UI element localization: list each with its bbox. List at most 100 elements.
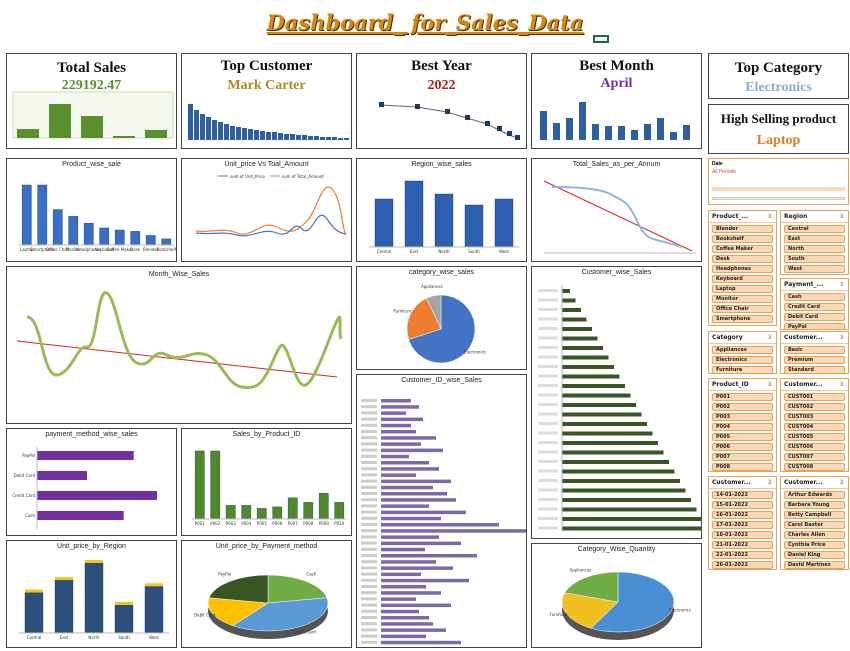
slicer-item[interactable]: Cash (784, 293, 845, 301)
kpi-high-selling[interactable]: High Selling product Laptop (708, 104, 849, 154)
slicer-item[interactable]: Office Chair (712, 305, 773, 313)
slicer-item[interactable]: CUST007 (784, 453, 845, 461)
slicer-4[interactable]: Customer... ⊻ Basic Premium Standard (780, 331, 849, 374)
kpi-best-year[interactable]: Best Year 2022 (356, 53, 527, 149)
chart-category-wise-sales[interactable]: category_wise_sales Electronics Furniture… (356, 266, 527, 370)
slicer-item[interactable]: 15-01-2022 (712, 501, 773, 509)
slicer-item[interactable]: PayPal (784, 323, 845, 329)
slicer-item[interactable]: Appliances (712, 346, 773, 354)
chart-unitprice-by-payment[interactable]: Unit_price_by_Payment_method Cash Credit … (181, 540, 352, 648)
slicer-item[interactable]: Electronics (712, 356, 773, 364)
chart-month-wise-sales[interactable]: Month_Wise_Sales (6, 266, 352, 424)
slicer-item[interactable]: P001 (712, 393, 773, 401)
timeline-slicer[interactable]: Date All Periods (708, 158, 849, 205)
slicer-8[interactable]: Customer... ⊻ Arthur Edwards Barbara Young B… (780, 476, 849, 570)
filter-icon[interactable]: ⊻ (767, 382, 772, 388)
slicer-item[interactable]: Desk (712, 255, 773, 263)
chart-product-wise-sale[interactable]: Product_wise_sale Laptop Smartphone Office… (6, 158, 177, 262)
chart-sales-by-product-id[interactable]: Sales_by_Product_ID P001 P002 P003 P004 P005… (181, 428, 352, 536)
kpi-best-month[interactable]: Best Month April (531, 53, 702, 149)
slicer-item[interactable]: P006 (712, 443, 773, 451)
slicer-item[interactable]: 22-01-2022 (712, 551, 773, 559)
chart-customer-id-wise-sales[interactable]: Customer_ID_wise_Sales (356, 374, 527, 648)
slicer-item[interactable]: P007 (712, 453, 773, 461)
slicer-item[interactable]: Basic (784, 346, 845, 354)
slicer-item[interactable]: Monitor (712, 295, 773, 303)
slicer-item[interactable]: Arthur Edwards (784, 491, 845, 499)
slicer-item[interactable]: Bookshelf (712, 235, 773, 243)
filter-icon[interactable]: ⊻ (839, 214, 844, 220)
chart-region-wise-sales[interactable]: Region_wise_sales Central East North South W… (356, 158, 527, 262)
slicer-item[interactable]: CUST003 (784, 413, 845, 421)
bar (381, 461, 429, 465)
kpi-top-customer[interactable]: Top Customer Mark Carter (181, 53, 352, 149)
slicer-item[interactable]: CUST006 (784, 443, 845, 451)
slicer-item[interactable]: 26-01-2022 (712, 561, 773, 569)
slicer-6[interactable]: Customer... ⊻ CUST001 CUST002 CUST003 CUST004… (780, 378, 849, 472)
slicer-7[interactable]: Customer... ⊻ 14-01-2022 15-01-2022 16-01-20… (708, 476, 777, 570)
slicer-item[interactable]: Credit Card (784, 303, 845, 311)
filter-icon[interactable]: ⊻ (839, 480, 844, 486)
slicer-item[interactable]: 16-01-2022 (712, 511, 773, 519)
slicer-item[interactable]: CUST001 (784, 393, 845, 401)
slicer-item[interactable]: South (784, 255, 845, 263)
slicer-item[interactable]: CUST008 (784, 463, 845, 471)
timeline-scrollbar[interactable] (712, 197, 845, 200)
slicer-item[interactable]: Charles Allen (784, 531, 845, 539)
slicer-1[interactable]: Region ⊻ Central East North South West (780, 210, 849, 275)
slicer-item[interactable]: West (784, 265, 845, 273)
slicer-item[interactable]: Furniture (712, 366, 773, 373)
slicer-2[interactable]: Payment_... ⊻ Cash Credit Card Debit Card Pay… (780, 278, 849, 330)
slicer-item[interactable]: Laptop (712, 285, 773, 293)
slicer-item[interactable]: Keyboard (712, 275, 773, 283)
slicer-item[interactable]: North (784, 245, 845, 253)
slice-label: Appliances (421, 284, 443, 289)
slicer-item[interactable]: CUST004 (784, 423, 845, 431)
bar (562, 308, 581, 312)
slicer-item[interactable]: P003 (712, 413, 773, 421)
slicer-item[interactable]: P004 (712, 423, 773, 431)
chart-unitprice-vs-amount[interactable]: Unit_price Vs Toal_Amount sum of Unit_Pr… (181, 158, 352, 262)
filter-icon[interactable]: ⊻ (839, 382, 844, 388)
slicer-item[interactable]: Headphones (712, 265, 773, 273)
slicer-item[interactable]: Daniel King (784, 551, 845, 559)
slicer-item[interactable]: David Martinez (784, 561, 845, 569)
slicer-item[interactable]: CUST002 (784, 403, 845, 411)
slicer-item[interactable]: Premium (784, 356, 845, 364)
slicer-item[interactable]: Barbara Young (784, 501, 845, 509)
slicer-item[interactable]: 17-01-2022 (712, 521, 773, 529)
filter-icon[interactable]: ⊻ (767, 214, 772, 220)
filter-icon[interactable]: ⊻ (839, 335, 844, 341)
filter-icon[interactable]: ⊻ (839, 282, 844, 288)
slicer-3[interactable]: Category ⊻ Appliances Electronics Furniture (708, 331, 777, 374)
chart-customer-wise-sales[interactable]: Customer_wise_Sales (531, 266, 702, 539)
slicer-item[interactable]: Debit Card (784, 313, 845, 321)
slicer-item[interactable]: Standard (784, 366, 845, 373)
slicer-5[interactable]: Product_ID ⊻ P001 P002 P003 P004 P005 P006 P007 P… (708, 378, 777, 472)
slicer-item[interactable]: Central (784, 225, 845, 233)
filter-icon[interactable]: ⊻ (767, 480, 772, 486)
chart-sales-per-annum[interactable]: Total_Sales_as_per_Annum (531, 158, 702, 262)
slicer-item[interactable]: P005 (712, 433, 773, 441)
kpi-total-sales[interactable]: Total Sales 229192.47 (6, 53, 177, 149)
slicer-item[interactable]: 21-01-2022 (712, 541, 773, 549)
slicer-item[interactable]: 14-01-2022 (712, 491, 773, 499)
slicer-item[interactable]: P008 (712, 463, 773, 471)
kpi-top-category[interactable]: Top Category Electronics (708, 53, 849, 99)
slicer-item[interactable]: East (784, 235, 845, 243)
slicer-item[interactable]: Betty Campbell (784, 511, 845, 519)
chart-unitprice-by-region[interactable]: Unit_price_by_Region Central East North Sou… (6, 540, 177, 648)
slicer-item[interactable]: Cynthia Price (784, 541, 845, 549)
slicer-item[interactable]: Blender (712, 225, 773, 233)
filter-icon[interactable]: ⊻ (767, 335, 772, 341)
slicer-item[interactable]: Coffee Maker (712, 245, 773, 253)
timeline-bar[interactable] (712, 187, 845, 191)
slicer-item[interactable]: CUST005 (784, 433, 845, 441)
chart-category-wise-quantity[interactable]: Category_Wise_Quantity Electronics Furnit… (531, 543, 702, 648)
slicer-item[interactable]: Smartphone (712, 315, 773, 323)
chart-payment-wise-sales[interactable]: payment_method_wise_sales PayPal Debit Ca… (6, 428, 177, 536)
slicer-item[interactable]: 18-01-2022 (712, 531, 773, 539)
slicer-item[interactable]: P002 (712, 403, 773, 411)
slicer-item[interactable]: Carol Baxter (784, 521, 845, 529)
slicer-0[interactable]: Product_... ⊻ Blender Bookshelf Coffee Maker… (708, 210, 777, 326)
